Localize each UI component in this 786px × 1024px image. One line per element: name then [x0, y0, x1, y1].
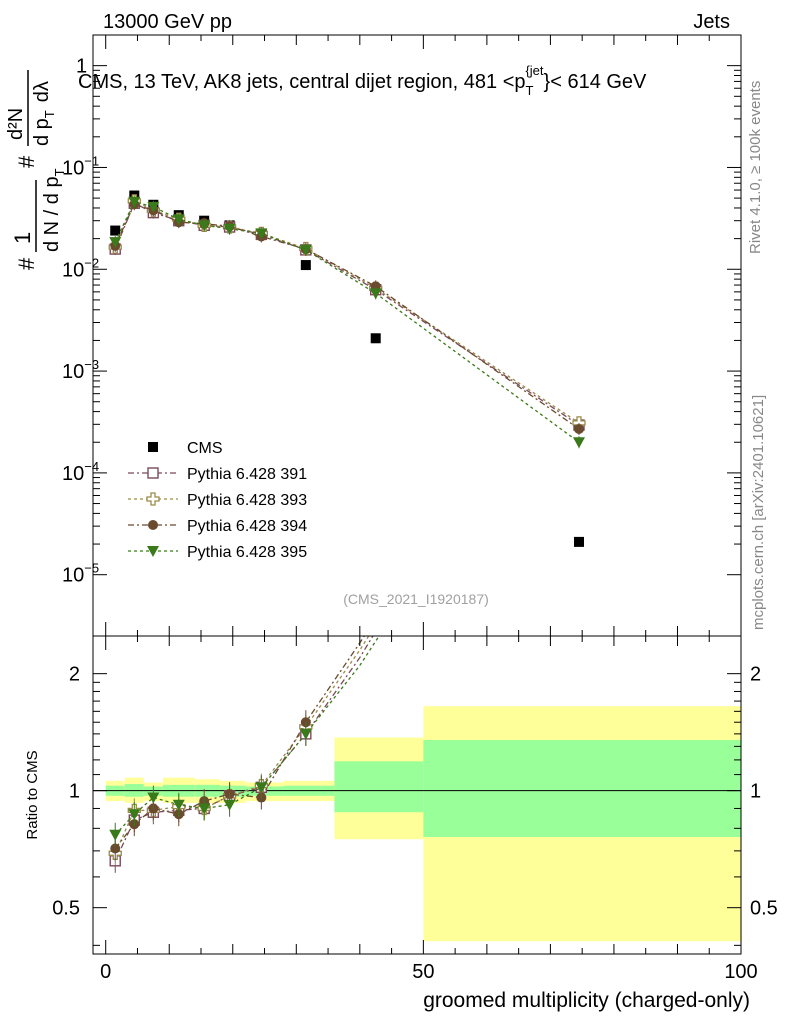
legend: CMS Pythia 6.428 391 Pythia 6.428 393 Pythi…: [128, 440, 307, 561]
main-panel: 1 10−1 10−2 10−3 10−4 10−5 CMS, 13 TeV, AK8 j…: [5, 34, 742, 637]
ratio-plot-frame: [92, 635, 742, 955]
ratio-y-tick-label-right: 1: [750, 781, 761, 803]
ratio-point: [223, 799, 236, 811]
main-point: [147, 201, 160, 213]
main-point: [255, 228, 268, 240]
main-title: CMS, 13 TeV, AK8 jets, central dijet reg…: [78, 63, 647, 98]
main-point: [110, 225, 121, 236]
legend-marker: [148, 520, 158, 530]
main-y-tick-label: 10−4: [62, 459, 99, 485]
main-point: [574, 536, 584, 547]
main-point: [574, 423, 584, 434]
legend-marker: [147, 467, 159, 479]
ratio-y-tick-label: 0.5: [52, 898, 80, 920]
ylabel-dl: dλ: [31, 81, 53, 102]
main-point: [299, 244, 312, 256]
ylabel-t1: T: [52, 168, 67, 176]
mcplots-credit: mcplots.cern.ch [arXiv:2401.10621]: [750, 395, 767, 630]
ratio-series-line: [114, 636, 366, 849]
ratio-band-inner: [423, 740, 741, 837]
svg-text:#: #: [14, 155, 39, 168]
header-right: Jets: [693, 11, 730, 33]
main-title-sub: T: [526, 83, 534, 98]
main-y-tick-label: 1: [76, 56, 87, 78]
main-series-line: [114, 203, 580, 430]
ratio-point: [172, 799, 185, 811]
ratio-bands: [105, 706, 741, 942]
ratio-y-tick-label: 2: [69, 664, 80, 686]
svg-text:d²N: d²N: [5, 108, 27, 140]
x-axis-label: groomed multiplicity (charged-only): [423, 989, 750, 1012]
ratio-point: [128, 809, 141, 821]
legend-label: CMS: [187, 440, 223, 457]
ylabel-hash: #: [14, 257, 39, 270]
ylabel-dn: d N / d p: [41, 176, 63, 252]
legend-label: Pythia 6.428 395: [187, 544, 307, 561]
svg-text:d N / d pT: d N / d pT: [41, 168, 67, 252]
ratio-point: [255, 782, 268, 794]
main-series-line: [114, 202, 580, 426]
legend-marker: [147, 546, 159, 557]
main-y-ticks: 1 10−1 10−2 10−3 10−4 10−5: [62, 34, 742, 636]
ratio-series-line: [114, 636, 370, 854]
ratio-point: [198, 803, 211, 815]
svg-text:d pTdλ: d pTdλ: [31, 81, 57, 146]
ylabel-d2n: d²N: [5, 108, 27, 140]
x-tick-label: 0: [100, 961, 111, 983]
main-point: [370, 333, 381, 344]
legend-label: Pythia 6.428 391: [187, 466, 307, 483]
legend-label: Pythia 6.428 394: [187, 518, 307, 535]
ratio-point: [299, 728, 312, 740]
ratio-y-tick-label-right: 0.5: [750, 898, 778, 920]
svg-text:#: #: [14, 257, 39, 270]
legend-label: Pythia 6.428 393: [187, 492, 307, 509]
x-tick-label: 100: [724, 961, 757, 983]
svg-text:1: 1: [10, 232, 35, 244]
main-point: [573, 437, 585, 449]
main-y-tick-label: 10−1: [62, 153, 99, 179]
legend-marker: [146, 492, 160, 506]
legend-marker: [148, 442, 158, 452]
ratio-point: [109, 829, 122, 841]
main-point: [128, 196, 141, 208]
ratio-series-line: [114, 636, 374, 862]
main-y-tick-label: 10−3: [62, 357, 99, 383]
x-tick-label: 50: [412, 961, 434, 983]
header-left: 13000 GeV pp: [103, 11, 232, 33]
ratio-point: [147, 792, 160, 804]
ratio-ticks: 0.5 0.5 1 1 2 2 0 50 100: [52, 636, 778, 983]
ratio-series: [108, 636, 380, 873]
ylabel-hash2: #: [14, 155, 39, 168]
main-y-tick-label: 10−2: [62, 255, 99, 281]
main-title-text: CMS, 13 TeV, AK8 jets, central dijet reg…: [78, 71, 526, 93]
rivet-version: Rivet 4.1.0, ≥ 100k events: [747, 81, 764, 254]
ylabel-one: 1: [10, 232, 35, 244]
ratio-point: [110, 843, 121, 854]
main-point: [369, 288, 382, 300]
ylabel-t2: T: [42, 110, 57, 118]
main-series: [108, 190, 586, 547]
ratio-y-tick-label-right: 2: [750, 664, 761, 686]
main-point: [172, 214, 185, 226]
main-ylabel: # 1 d N / d pT # d²N d pTdλ: [5, 70, 67, 270]
main-y-tick-label: 10−5: [62, 561, 99, 587]
analysis-watermark: (CMS_2021_I1920187): [343, 591, 489, 607]
main-title-tail: }< 614 GeV: [544, 71, 648, 93]
main-series-line: [114, 201, 580, 443]
ratio-y-tick-label: 1: [69, 781, 80, 803]
ylabel-dpt: d p: [31, 118, 53, 146]
main-point: [300, 260, 311, 271]
ratio-ylabel: Ratio to CMS: [24, 750, 41, 839]
ratio-band-inner: [334, 761, 424, 813]
main-series-line: [114, 199, 580, 424]
main-point: [198, 220, 211, 232]
main-title-sup: {jet: [525, 63, 543, 78]
main-point: [109, 237, 122, 249]
main-point: [223, 223, 236, 235]
ratio-panel: 0.5 0.5 1 1 2 2 0 50 100 Ratio to CMS groomed mu…: [24, 635, 778, 1012]
